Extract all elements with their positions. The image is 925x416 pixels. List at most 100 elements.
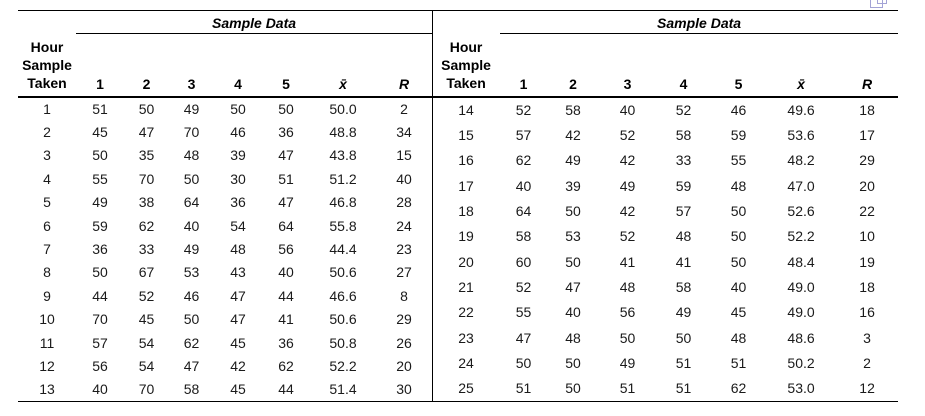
- sample-cell: 48: [730, 177, 747, 194]
- range-cell: 16: [859, 304, 875, 321]
- sample-cell: 48: [565, 329, 581, 346]
- table-row: 17 40 39 49 59 48 47.0 20: [432, 173, 898, 198]
- table-row: 9 44 52 46 47 44 46.6 8: [18, 284, 432, 307]
- range-cell: 29: [396, 311, 412, 328]
- sample-cell: 56: [92, 357, 108, 374]
- sample-cell: 62: [515, 152, 532, 169]
- sample-cell: 40: [92, 381, 108, 398]
- sample-cell: 49: [675, 304, 692, 321]
- range-cell: 30: [396, 381, 412, 398]
- range-cell: 29: [859, 152, 875, 169]
- table-row: 13 40 70 58 45 44 51.4 30: [18, 378, 432, 401]
- sample-cell: 49: [619, 177, 636, 194]
- sample-cell: 48: [619, 278, 636, 295]
- spanner-gap: [18, 11, 76, 33]
- sample-cell: 55: [515, 304, 532, 321]
- sample-cell: 33: [138, 241, 155, 258]
- sample-cell: 58: [565, 102, 581, 119]
- sample-cell: 40: [183, 217, 200, 234]
- sample-cell: 36: [278, 334, 294, 351]
- hour-cell: 8: [43, 264, 51, 281]
- sample-cell: 62: [730, 380, 747, 397]
- hour-cell: 3: [43, 147, 51, 164]
- hour-cell: 6: [43, 217, 51, 234]
- sample-cell: 36: [230, 194, 246, 211]
- sample-cell: 49: [183, 101, 200, 118]
- hour-header-line: Taken: [446, 75, 486, 91]
- sample-cell: 47: [278, 194, 294, 211]
- sample-cell: 70: [138, 170, 155, 187]
- floating-object-icon[interactable]: [869, 0, 891, 10]
- sample-cell: 40: [619, 102, 636, 119]
- sample-cell: 58: [675, 278, 692, 295]
- table-row: 15 57 42 52 58 59 53.6 17: [432, 122, 898, 147]
- sample-cell: 45: [230, 381, 246, 398]
- xbar-cell: 43.8: [329, 147, 357, 164]
- hour-header-line: Hour: [30, 39, 64, 55]
- sample-cell: 58: [515, 228, 532, 245]
- sample-cell: 36: [92, 241, 108, 258]
- sample-cell: 54: [138, 334, 155, 351]
- hour-cell: 5: [43, 194, 51, 211]
- sample-cell: 47: [138, 124, 155, 141]
- sample-cell: 52: [515, 278, 532, 295]
- sample-col-header: 4: [214, 33, 262, 98]
- xbar-cell: 50.8: [329, 334, 357, 351]
- sample-cell: 41: [619, 253, 636, 270]
- hour-header-line: Taken: [27, 75, 67, 91]
- table-row: 20 60 50 41 41 50 48.4 19: [432, 249, 898, 274]
- xbar-cell: 49.0: [787, 304, 815, 321]
- sample-cell: 46: [230, 124, 246, 141]
- hour-cell: 1: [43, 101, 51, 118]
- sample-cell: 70: [92, 311, 108, 328]
- table-row: 19 58 53 52 48 50 52.2 10: [432, 224, 898, 249]
- hour-header-line: Sample: [441, 57, 491, 73]
- sample-cell: 50: [92, 264, 108, 281]
- table-row: 10 70 45 50 47 41 50.6 29: [18, 308, 432, 331]
- sample-cell: 51: [278, 170, 294, 187]
- sample-cell: 42: [619, 152, 636, 169]
- sample-cell: 41: [278, 311, 294, 328]
- table-row: 2 45 47 70 46 36 48.8 34: [18, 120, 432, 143]
- sample-cell: 52: [675, 102, 692, 119]
- sample-cell: 35: [138, 147, 155, 164]
- sample-cell: 44: [92, 287, 108, 304]
- sample-cell: 46: [183, 287, 200, 304]
- hour-header-line: Hour: [449, 39, 483, 55]
- sample-cell: 50: [92, 147, 108, 164]
- range-cell: 27: [396, 264, 412, 281]
- table-row: 14 52 58 40 52 46 49.6 18: [432, 97, 898, 122]
- sample-data-tables: Sample Data Hour Sample Taken 1 2 3 4 5 x̄ R …: [18, 10, 899, 403]
- xbar-col-header: x̄: [766, 33, 837, 98]
- table-row: 12 56 54 47 42 62 52.2 20: [18, 354, 432, 377]
- sample-cell: 58: [675, 126, 692, 143]
- sample-cell: 40: [515, 177, 532, 194]
- control-chart-table-right: Sample Data Hour Sample Taken 1 2 3 4 5 x̄ R …: [432, 11, 899, 401]
- sample-cell: 64: [515, 202, 532, 219]
- table-row: 3 50 35 48 39 47 43.8 15: [18, 144, 432, 167]
- table-row: 25 51 50 51 51 62 53.0 12: [432, 376, 898, 401]
- sample-cell: 36: [278, 124, 294, 141]
- sample-cell: 44: [278, 287, 294, 304]
- sample-cell: 50: [565, 380, 581, 397]
- spanner-row: Sample Data: [18, 11, 433, 34]
- sample-cell: 47: [565, 278, 581, 295]
- sample-cell: 45: [730, 304, 747, 321]
- sample-cell: 59: [92, 217, 108, 234]
- spanner-row: Sample Data: [432, 11, 899, 34]
- hour-cell: 23: [458, 329, 474, 346]
- range-cell: 8: [400, 287, 408, 304]
- range-col-header: R: [376, 33, 433, 98]
- sample-cell: 45: [92, 124, 108, 141]
- hour-cell: 4: [43, 170, 51, 187]
- range-cell: 28: [396, 194, 412, 211]
- sample-cell: 54: [230, 217, 246, 234]
- sample-cell: 51: [619, 380, 636, 397]
- sample-cell: 41: [675, 253, 692, 270]
- sample-cell: 50: [230, 101, 246, 118]
- table-body: 14 52 58 40 52 46 49.6 18 15 57 42 52 58 59 53.6 17 16 62…: [432, 97, 898, 401]
- xbar-cell: 53.6: [787, 126, 815, 143]
- sample-col-header: 5: [262, 33, 310, 98]
- range-cell: 22: [859, 202, 875, 219]
- xbar-cell: 48.8: [329, 124, 357, 141]
